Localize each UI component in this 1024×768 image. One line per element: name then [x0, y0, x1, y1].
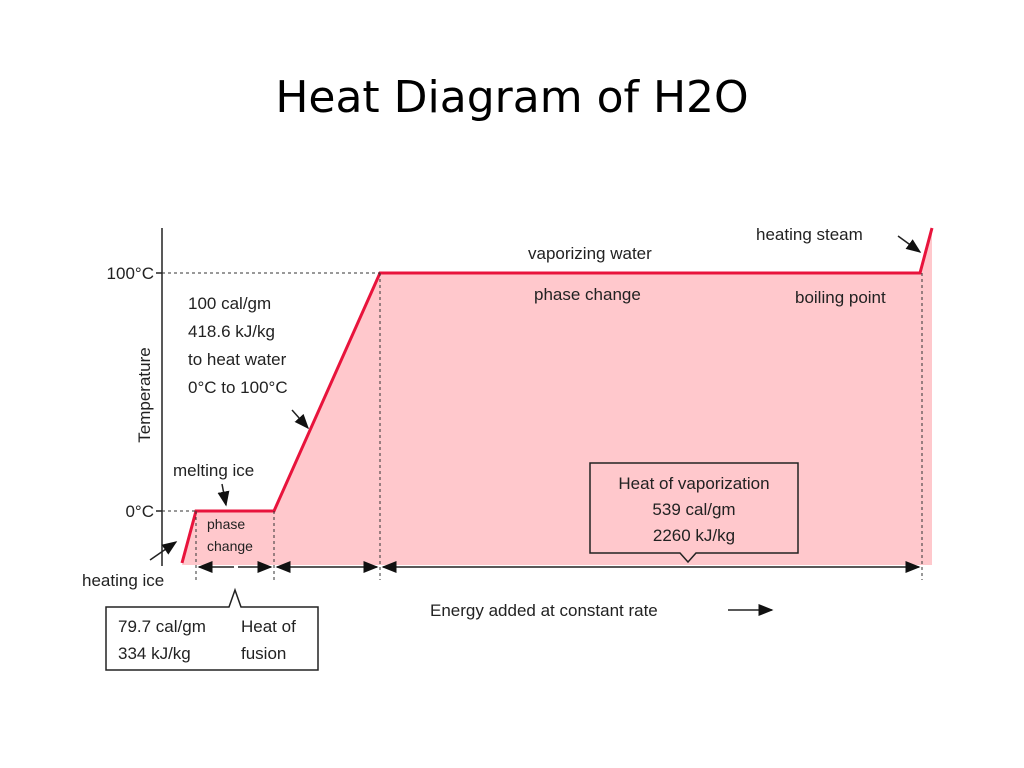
annotation: vaporizing water — [528, 244, 652, 263]
annotation: melting ice — [173, 461, 254, 480]
annotation: change — [207, 538, 253, 554]
box-text: 334 kJ/kg — [118, 644, 191, 663]
callout-box — [105, 587, 319, 671]
callout-box — [589, 462, 799, 564]
box-text: Heat of vaporization — [618, 474, 769, 493]
tick-label: 0°C — [125, 502, 154, 521]
box-text: Heat of — [241, 617, 296, 636]
annotation: to heat water — [188, 350, 287, 369]
title: Heat Diagram of H2O — [275, 72, 748, 123]
annotation: 418.6 kJ/kg — [188, 322, 275, 341]
annotation: 0°C to 100°C — [188, 378, 288, 397]
x-label: Energy added at constant rate — [430, 601, 658, 620]
box-text: 2260 kJ/kg — [653, 526, 735, 545]
annotation: heating ice — [82, 571, 164, 590]
guides — [162, 272, 923, 580]
axis-label: Temperature — [135, 347, 154, 442]
annotation: phase change — [534, 285, 641, 304]
annotation: heating steam — [756, 225, 863, 244]
box-text: 539 cal/gm — [652, 500, 735, 519]
energy-arrows — [149, 235, 922, 616]
heating-curve — [180, 227, 934, 564]
annotation: 100 cal/gm — [188, 294, 271, 313]
box-text: 79.7 cal/gm — [118, 617, 206, 636]
annotation: phase — [207, 516, 245, 532]
area-fill — [182, 228, 932, 565]
tick-label: 100°C — [107, 264, 154, 283]
box-text: fusion — [241, 644, 286, 663]
annotation: boiling point — [795, 288, 886, 307]
